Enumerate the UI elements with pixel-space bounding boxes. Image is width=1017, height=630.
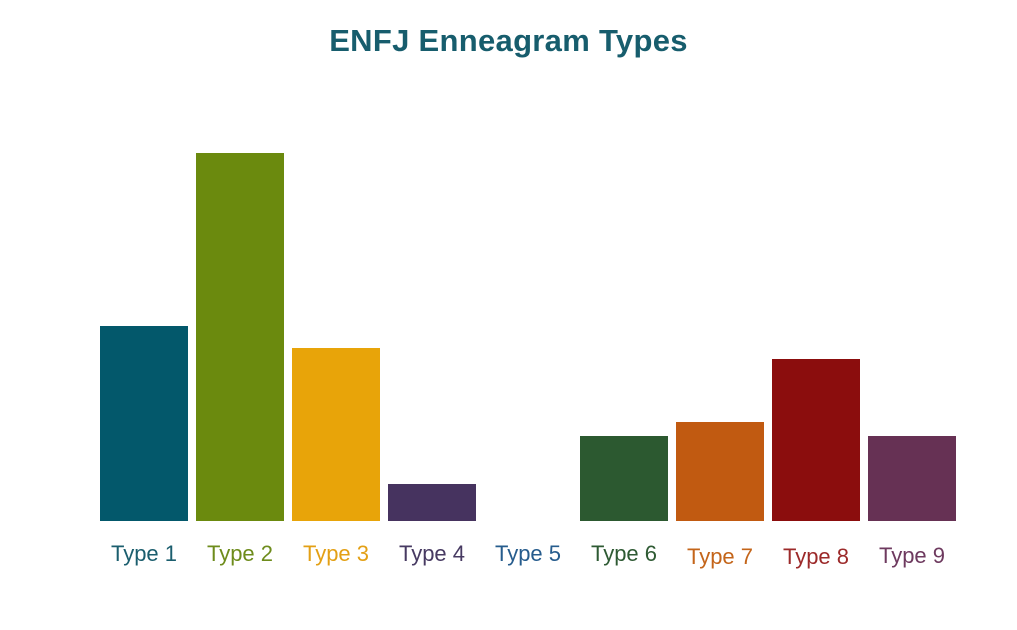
bar-type-7 [676,422,764,521]
bar-type-1 [100,326,188,521]
bar-type-8 [772,359,860,521]
x-label-type-4: Type 4 [398,541,466,566]
x-label-type-7: Type 7 [686,544,754,569]
bar-type-2 [196,153,284,521]
x-label-type-3: Type 3 [302,541,370,566]
x-label-type-9: Type 9 [878,543,946,568]
x-label-type-1: Type 1 [110,541,178,566]
chart-title: ENFJ Enneagram Types [329,23,688,58]
bars-container [100,153,956,521]
x-label-type-5: Type 5 [494,541,562,566]
x-label-type-6: Type 6 [590,541,658,566]
bar-type-9 [868,436,956,521]
bar-type-6 [580,436,668,521]
bar-type-3 [292,348,380,521]
x-label-type-2: Type 2 [206,541,274,566]
bar-type-4 [388,484,476,521]
x-label-type-8: Type 8 [782,544,850,569]
x-axis-labels: Type 1 Type 2 Type 3 Type 4 Type 5 Type 6 Type… [100,541,956,569]
